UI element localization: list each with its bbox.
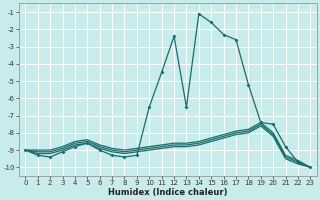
X-axis label: Humidex (Indice chaleur): Humidex (Indice chaleur) [108, 188, 228, 197]
